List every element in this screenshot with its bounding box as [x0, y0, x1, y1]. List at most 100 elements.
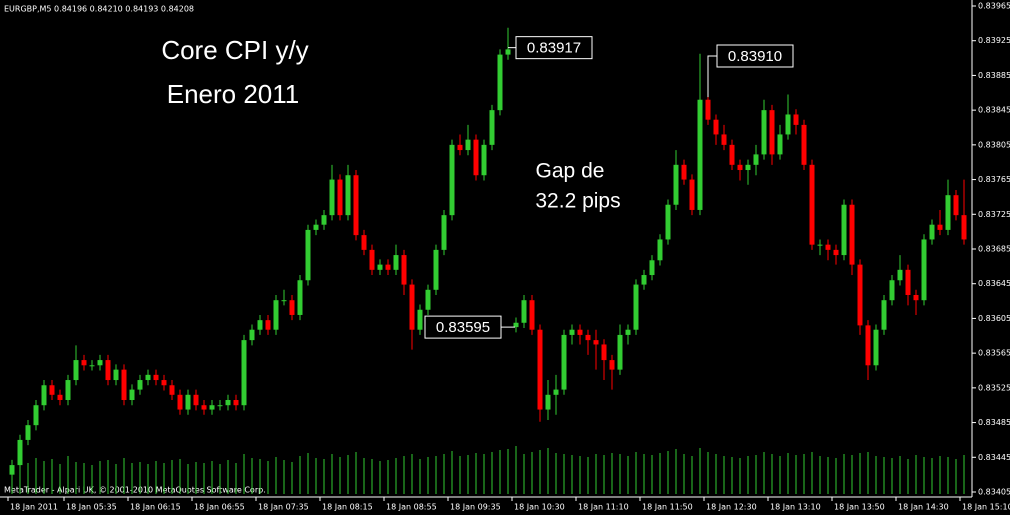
- candle-body: [673, 164, 679, 205]
- y-tick-label: 0.83485: [978, 418, 1010, 427]
- candle-body: [913, 294, 919, 301]
- candle-body: [625, 329, 631, 335]
- candle-body: [89, 365, 95, 367]
- candle-body: [593, 340, 599, 345]
- candle-body: [449, 144, 455, 216]
- y-tick-label: 0.83645: [978, 279, 1010, 288]
- candle-body: [145, 374, 151, 381]
- candle-body: [825, 244, 831, 250]
- candle-body: [953, 195, 959, 216]
- candle-body: [33, 405, 39, 426]
- candle-body: [545, 394, 551, 410]
- y-tick-label: 0.83845: [978, 106, 1010, 115]
- candle-body: [521, 300, 527, 323]
- candle-body: [441, 215, 447, 250]
- candle-body: [393, 255, 399, 270]
- label-connector: [707, 55, 717, 98]
- candle-body: [857, 264, 863, 326]
- candle-body: [225, 400, 231, 406]
- candle-body: [65, 380, 71, 401]
- candle-body: [185, 394, 191, 410]
- candle-body: [105, 360, 111, 381]
- candle-body: [57, 394, 63, 401]
- candle-body: [841, 204, 847, 256]
- y-tick-label: 0.83885: [978, 71, 1010, 80]
- candle-body: [345, 175, 351, 216]
- candle-body: [769, 110, 775, 155]
- candle-body: [849, 204, 855, 265]
- candle-body: [425, 289, 431, 310]
- candle-body: [569, 329, 575, 335]
- annotation: Gap de: [536, 160, 605, 183]
- candle-body: [409, 284, 415, 330]
- y-tick-label: 0.83725: [978, 210, 1010, 219]
- price-label: 0.83595: [436, 319, 490, 336]
- candle-body: [97, 360, 103, 366]
- candle-body: [537, 329, 543, 410]
- candle-body: [401, 255, 407, 285]
- price-label-box: [716, 44, 794, 68]
- price-label: 0.83910: [728, 48, 782, 65]
- candle-body: [473, 139, 479, 176]
- candle-body: [793, 114, 799, 125]
- candle-body: [649, 260, 655, 276]
- candle-body: [433, 249, 439, 290]
- candle-body: [241, 340, 247, 406]
- candle-body: [505, 49, 511, 55]
- candle-body: [905, 269, 911, 295]
- candle-body: [289, 300, 295, 315]
- candle-body: [137, 380, 143, 390]
- candle-body: [385, 264, 391, 270]
- candle-body: [489, 110, 495, 145]
- candle-body: [737, 164, 743, 171]
- candle-body: [233, 400, 239, 406]
- candle-body: [745, 164, 751, 171]
- x-tick-label: 18 Jan 12:30: [706, 503, 757, 512]
- candle-body: [497, 54, 503, 111]
- candle-body: [873, 329, 879, 366]
- candle-body: [273, 300, 279, 330]
- y-tick-label: 0.83965: [978, 2, 1010, 11]
- symbol-header: EURGBP,M5 0.84196 0.84210 0.84193 0.8420…: [4, 5, 194, 14]
- candle-body: [201, 405, 207, 410]
- y-tick-label: 0.83565: [978, 349, 1010, 358]
- candle-body: [305, 229, 311, 281]
- candle-body: [865, 325, 871, 366]
- candle-body: [689, 179, 695, 210]
- candle-body: [17, 439, 23, 466]
- candle-body: [217, 405, 223, 407]
- x-tick-label: 18 Jan 08:15: [322, 503, 373, 512]
- candle-body: [249, 329, 255, 341]
- chart-title: Core CPI y/y: [161, 35, 308, 65]
- candle-body: [41, 385, 47, 406]
- candle-body: [369, 249, 375, 270]
- candle-body: [465, 139, 471, 151]
- candle-body: [817, 244, 823, 246]
- y-tick-label: 0.83445: [978, 453, 1010, 462]
- x-tick-label: 18 Jan 06:55: [194, 503, 245, 512]
- x-tick-label: 18 Jan 13:50: [834, 503, 885, 512]
- candle-body: [9, 465, 15, 475]
- candle-body: [281, 300, 287, 302]
- y-tick-label: 0.83525: [978, 383, 1010, 392]
- candle-body: [721, 134, 727, 145]
- candle-body: [313, 224, 319, 230]
- candle-body: [945, 195, 951, 230]
- y-tick-label: 0.83685: [978, 245, 1010, 254]
- x-tick-label: 18 Jan 14:30: [898, 503, 949, 512]
- footer: MetaTrader - Alpari UK, © 2001-2010 Meta…: [4, 486, 266, 495]
- candle-body: [73, 360, 79, 381]
- candle-body: [561, 334, 567, 390]
- candle-body: [753, 154, 759, 165]
- y-tick-label: 0.83805: [978, 140, 1010, 149]
- candle-body: [129, 389, 135, 401]
- candle-body: [729, 144, 735, 165]
- x-tick-label: 18 Jan 06:15: [130, 503, 181, 512]
- candle-body: [321, 215, 327, 225]
- candle-body: [25, 425, 31, 440]
- candle-body: [681, 164, 687, 180]
- y-tick-label: 0.83405: [978, 488, 1010, 497]
- candle-body: [209, 405, 215, 410]
- candle-body: [929, 224, 935, 240]
- x-tick-label: 18 Jan 15:10: [962, 503, 1010, 512]
